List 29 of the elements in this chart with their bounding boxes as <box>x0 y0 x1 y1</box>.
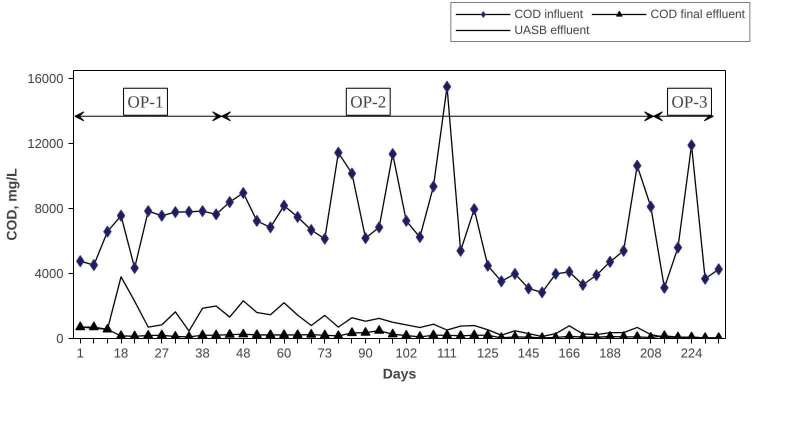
x-tick-label: 145 <box>518 346 540 360</box>
x-tick-label: 73 <box>318 346 332 360</box>
x-tick-label: 188 <box>599 346 621 360</box>
x-tick-label: 27 <box>154 346 170 360</box>
x-tick-label: 111 <box>437 346 457 360</box>
x-tick-label: 102 <box>395 346 418 360</box>
y-tick-label: 8000 <box>34 201 64 216</box>
x-tick-label: 166 <box>558 346 580 360</box>
y-tick-label: 0 <box>56 331 64 346</box>
y-tick-label: 4000 <box>34 266 64 282</box>
annotation: OP-2 <box>350 92 386 112</box>
x-tick-label: 18 <box>114 346 128 360</box>
x-axis-title: Days <box>382 366 416 382</box>
x-tick-label: 90 <box>358 346 373 360</box>
x-tick-label: 38 <box>195 346 210 360</box>
annotation: OP-1 <box>128 92 164 112</box>
x-tick-label: 48 <box>236 346 251 360</box>
x-tick-label: 1 <box>76 346 84 360</box>
annotation: OP-3 <box>672 92 708 112</box>
legend-label: COD final effluent <box>650 7 745 21</box>
x-tick-label: 224 <box>680 346 702 360</box>
y-tick-label: 12000 <box>27 136 64 152</box>
legend-label: UASB effluent <box>514 23 590 37</box>
y-axis-title: COD, mg/L <box>3 168 20 241</box>
x-tick-label: 125 <box>476 346 499 360</box>
legend-label: COD influent <box>514 7 584 21</box>
x-tick-label: 60 <box>276 346 292 360</box>
x-tick-label: 208 <box>640 346 662 360</box>
y-tick-label: 16000 <box>27 71 64 86</box>
